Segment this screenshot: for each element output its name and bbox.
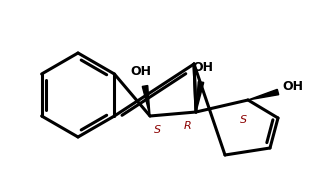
Polygon shape: [196, 82, 204, 112]
Text: OH: OH: [130, 65, 152, 78]
Text: OH: OH: [193, 61, 213, 74]
Polygon shape: [248, 89, 279, 100]
Text: R: R: [184, 121, 192, 131]
Text: S: S: [155, 125, 162, 135]
Text: S: S: [239, 115, 247, 125]
Polygon shape: [142, 86, 150, 116]
Text: OH: OH: [282, 79, 303, 93]
